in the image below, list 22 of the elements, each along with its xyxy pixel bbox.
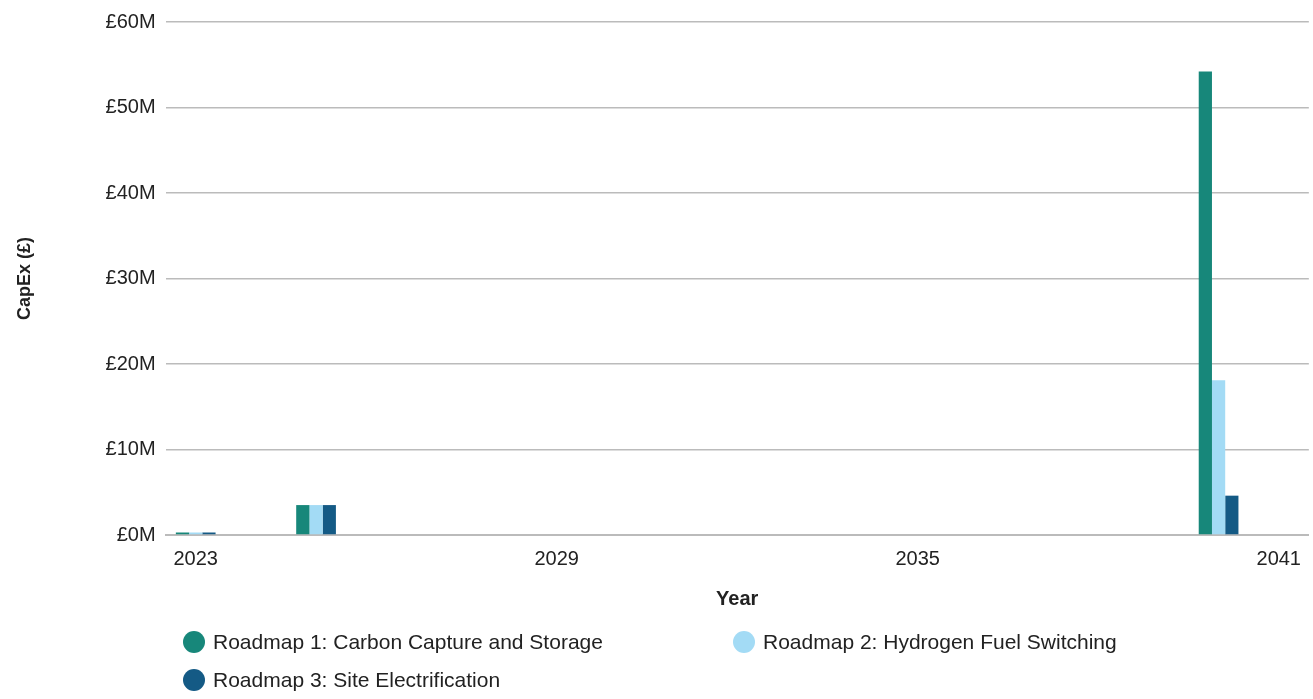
y-tick-label: £40M bbox=[105, 180, 156, 203]
y-axis-title: CapEx (£) bbox=[13, 236, 34, 321]
bar bbox=[1211, 380, 1226, 535]
y-tick-label: £60M bbox=[105, 9, 156, 32]
x-axis-title: Year bbox=[716, 586, 759, 609]
bar bbox=[1225, 495, 1239, 535]
y-tick-label: £30M bbox=[105, 266, 156, 289]
legend-label: Roadmap 3: Site Electrification bbox=[213, 668, 501, 692]
x-tick-label: 2029 bbox=[534, 546, 579, 569]
legend-label: Roadmap 1: Carbon Capture and Storage bbox=[213, 630, 603, 654]
y-tick-label: £0M bbox=[116, 522, 156, 545]
bar bbox=[296, 505, 310, 535]
y-tick-label: £10M bbox=[105, 437, 156, 460]
bar bbox=[309, 505, 323, 535]
x-tick-label: 2023 bbox=[173, 546, 218, 569]
legend-label: Roadmap 2: Hydrogen Fuel Switching bbox=[763, 630, 1117, 654]
y-tick-label: £50M bbox=[105, 95, 156, 118]
x-tick-label: 2035 bbox=[895, 546, 940, 569]
bar bbox=[1198, 71, 1212, 535]
bar bbox=[322, 505, 336, 535]
y-tick-label: £20M bbox=[105, 351, 156, 374]
x-tick-label: 2041 bbox=[1256, 546, 1301, 569]
